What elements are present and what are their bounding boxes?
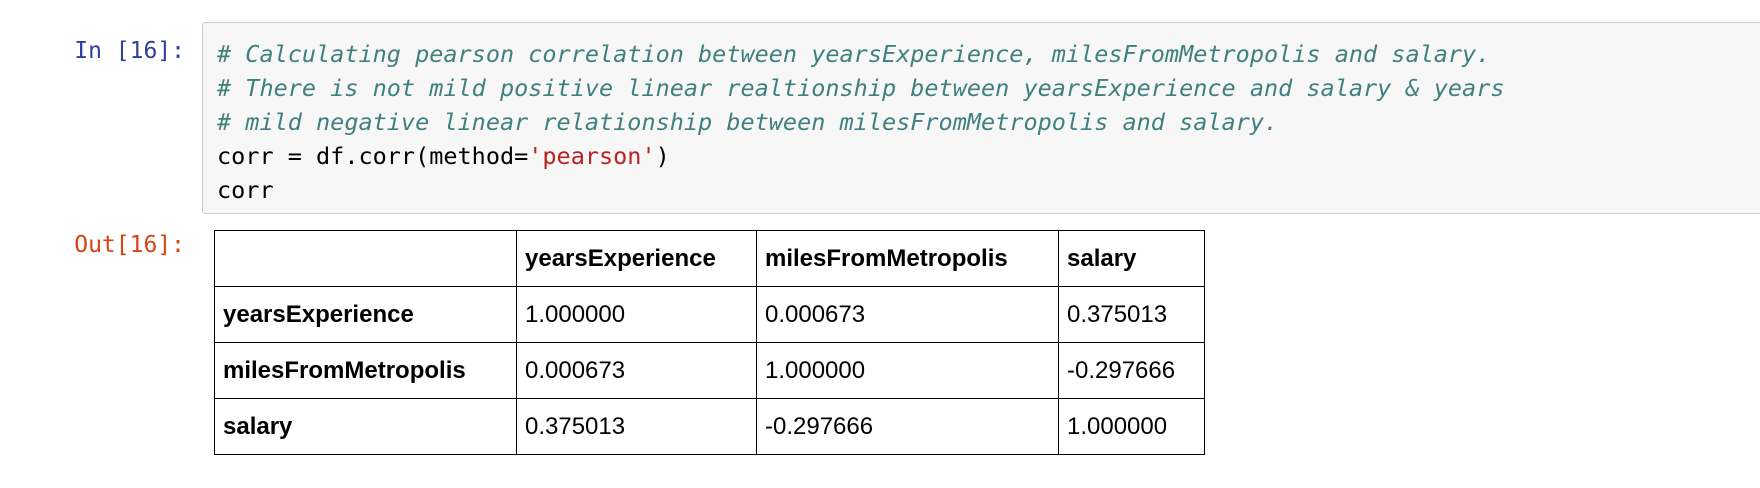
row-label: milesFromMetropolis: [214, 342, 517, 399]
table-row: salary 0.375013 -0.297666 1.000000: [214, 398, 1205, 455]
code-string: 'pearson': [528, 142, 656, 170]
code-editor[interactable]: # Calculating pearson correlation betwee…: [217, 37, 1505, 207]
row-label: salary: [214, 398, 517, 455]
table-cell: -0.297666: [756, 398, 1059, 455]
code-line-4: corr = df.corr(method='pearson'): [217, 139, 1505, 173]
table-cell: 0.375013: [516, 398, 757, 455]
code-text: corr: [217, 176, 274, 204]
code-text: corr = df.corr(method=: [217, 142, 529, 170]
table-cell: 0.375013: [1058, 286, 1205, 343]
table-cell: 1.000000: [516, 286, 757, 343]
table-cell: 0.000673: [516, 342, 757, 399]
table-cell: 1.000000: [756, 342, 1059, 399]
code-line-1: # Calculating pearson correlation betwee…: [217, 37, 1505, 71]
code-comment: # Calculating pearson correlation betwee…: [217, 40, 1491, 68]
table-cell: 0.000673: [756, 286, 1059, 343]
code-line-5: corr: [217, 173, 1505, 207]
dataframe-table: yearsExperience milesFromMetropolis sala…: [214, 230, 1205, 455]
table-header: yearsExperience: [516, 230, 757, 287]
code-line-2: # There is not mild positive linear real…: [217, 71, 1505, 105]
code-comment: # mild negative linear relationship betw…: [217, 108, 1279, 136]
input-prompt: In [16]:: [74, 38, 185, 64]
code-cell-input[interactable]: # Calculating pearson correlation betwee…: [202, 22, 1760, 214]
code-comment: # There is not mild positive linear real…: [217, 74, 1505, 102]
code-line-3: # mild negative linear relationship betw…: [217, 105, 1505, 139]
cell-output: yearsExperience milesFromMetropolis sala…: [214, 230, 1205, 455]
table-cell: -0.297666: [1058, 342, 1205, 399]
row-label: yearsExperience: [214, 286, 517, 343]
table-header-row: yearsExperience milesFromMetropolis sala…: [214, 230, 1205, 287]
table-header: salary: [1058, 230, 1205, 287]
output-prompt: Out[16]:: [74, 232, 185, 258]
table-row: milesFromMetropolis 0.000673 1.000000 -0…: [214, 342, 1205, 399]
code-text: ): [655, 142, 670, 170]
table-header: milesFromMetropolis: [756, 230, 1059, 287]
table-cell: 1.000000: [1058, 398, 1205, 455]
table-row: yearsExperience 1.000000 0.000673 0.3750…: [214, 286, 1205, 343]
table-header-index: [214, 230, 517, 287]
